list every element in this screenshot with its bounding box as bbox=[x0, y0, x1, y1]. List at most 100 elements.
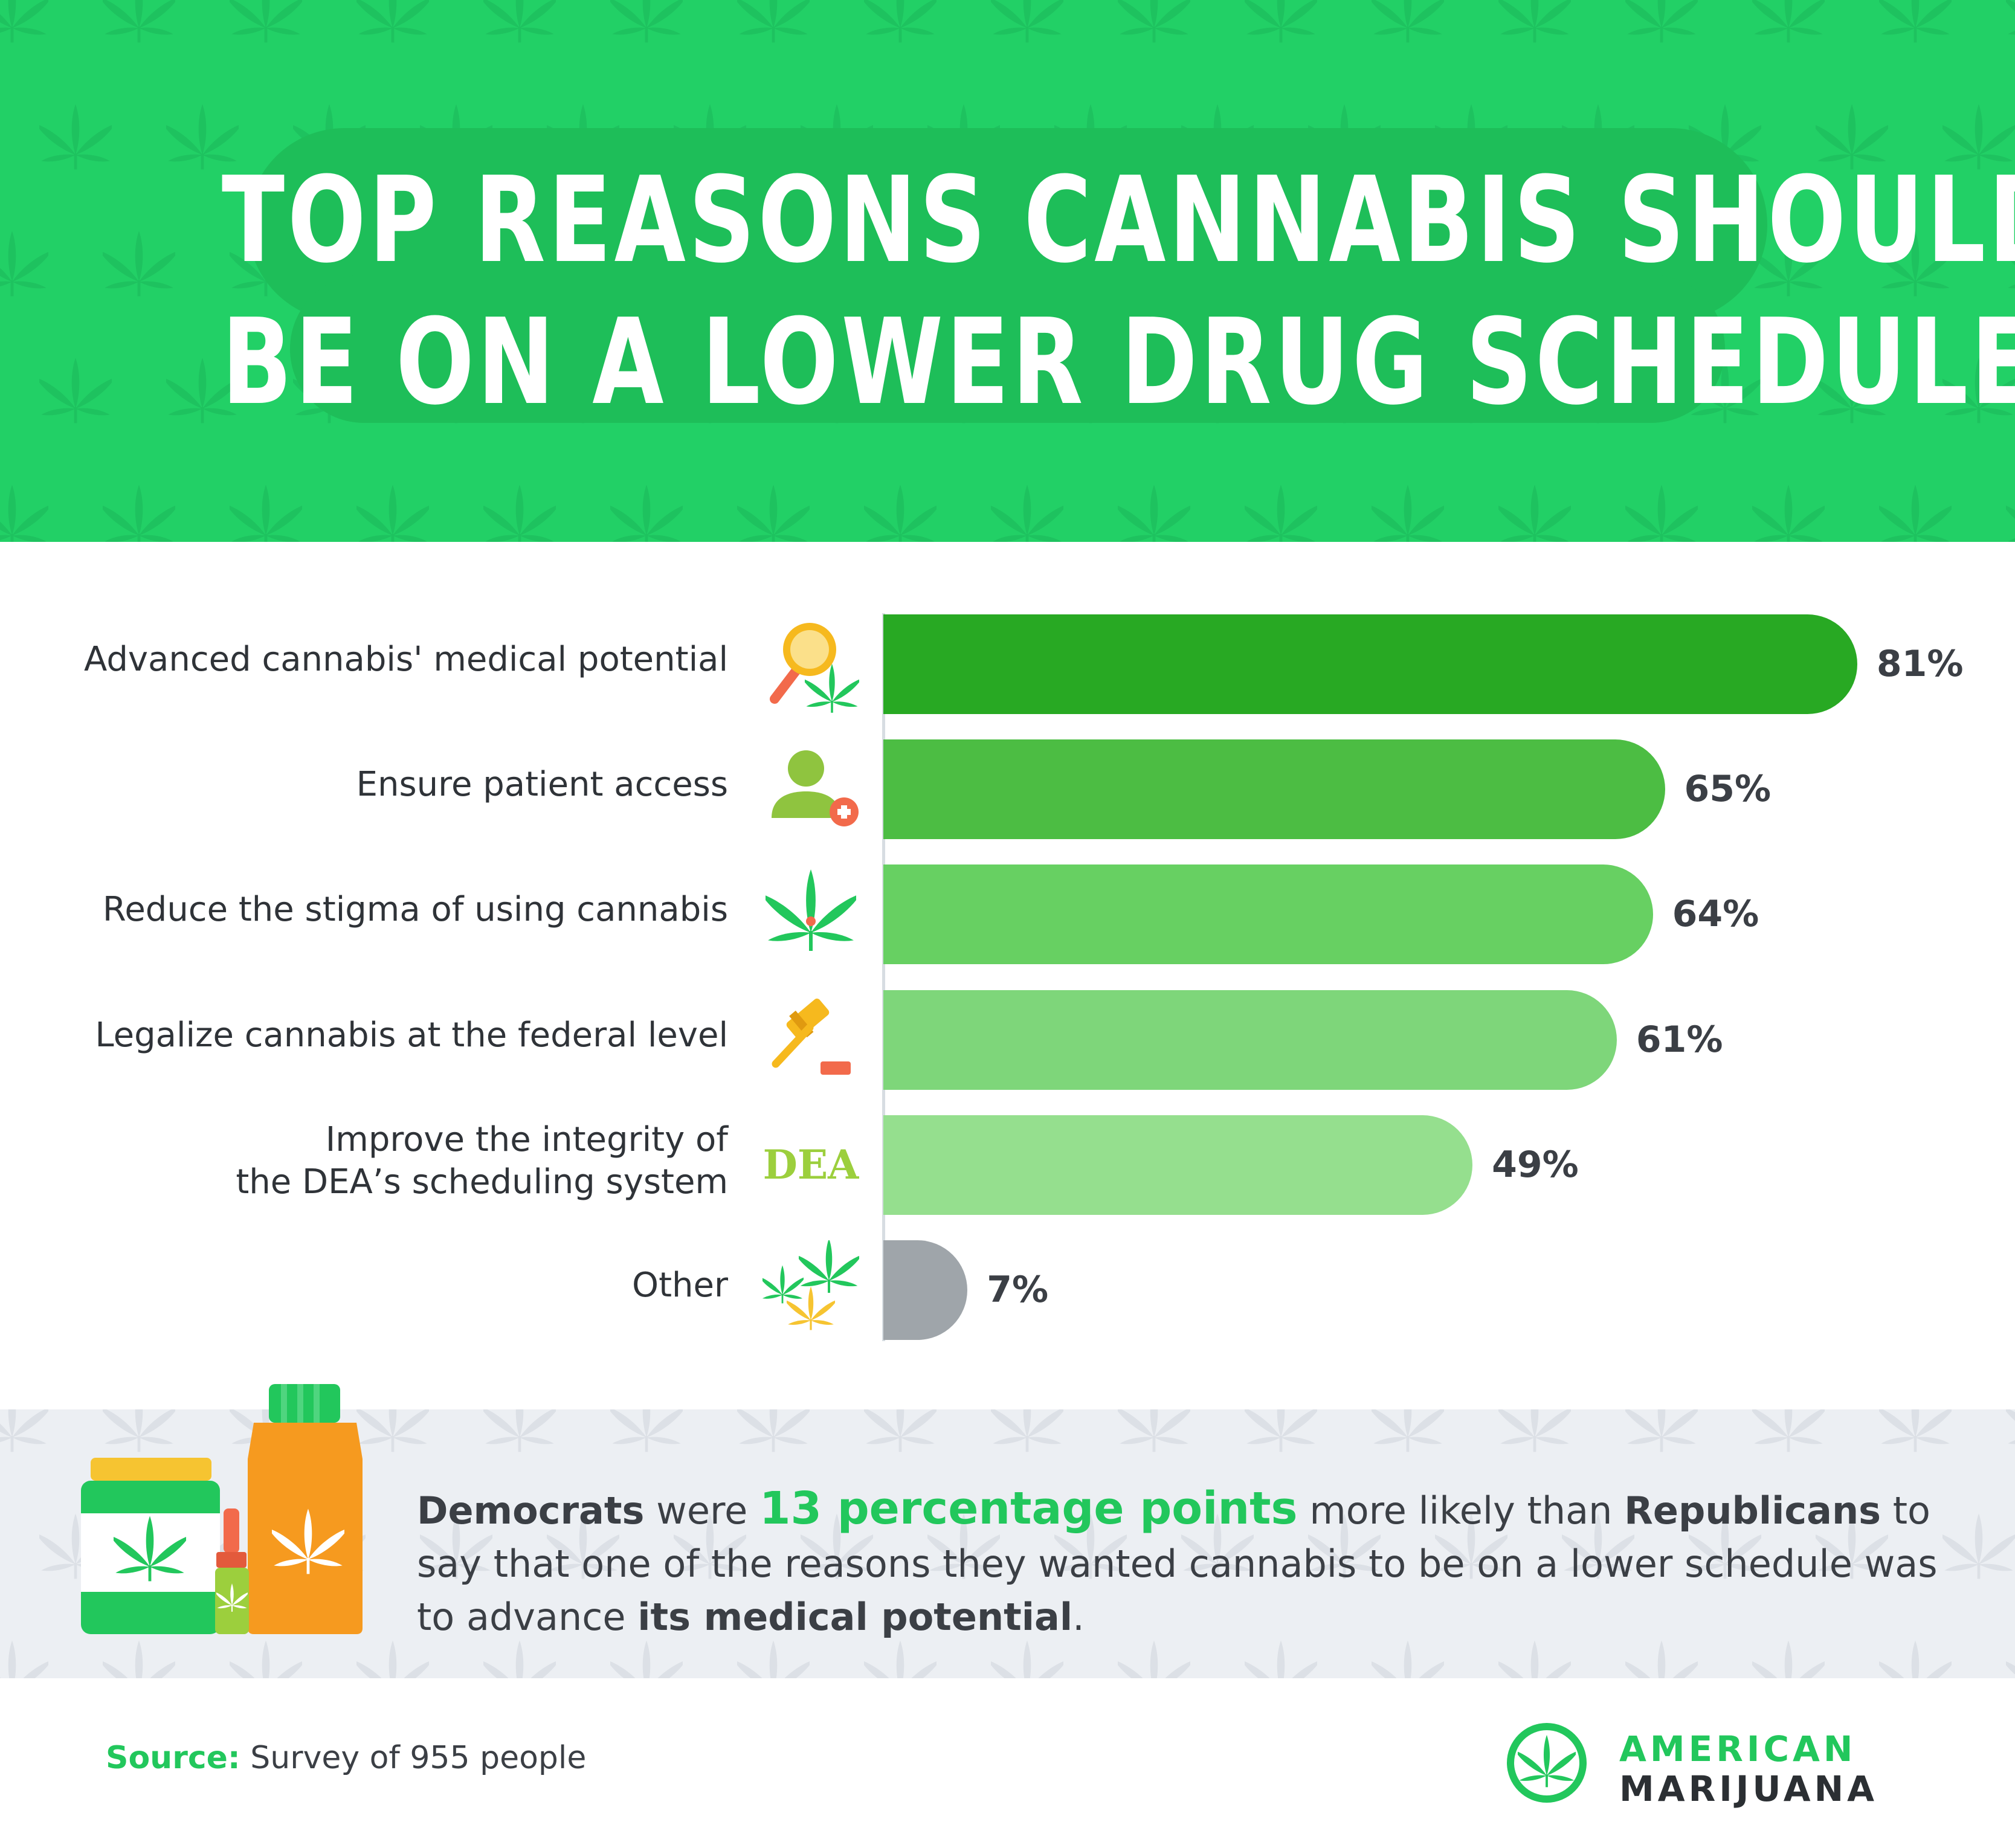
category-label-4: Improve the integrity of the DEA’s schedu… bbox=[236, 1120, 728, 1202]
pattern-leaf-icon bbox=[864, 0, 937, 43]
pattern-leaf-icon bbox=[1498, 485, 1571, 542]
value-label-4: 49% bbox=[1492, 1144, 1579, 1186]
pattern-leaf-icon bbox=[1752, 485, 1825, 542]
pattern-leaf-icon bbox=[1118, 485, 1190, 542]
gavel-icon bbox=[772, 998, 851, 1075]
pattern-leaf-icon bbox=[1879, 1409, 1952, 1452]
pattern-leaf-icon bbox=[991, 0, 1063, 43]
pattern-leaf-icon bbox=[1372, 0, 1444, 43]
pattern-leaf-icon bbox=[2006, 1640, 2015, 1678]
pattern-leaf-icon bbox=[1118, 1640, 1190, 1678]
pattern-leaf-icon bbox=[483, 485, 556, 542]
american-marijuana-logo bbox=[1507, 1723, 1587, 1803]
dea-text-icon: DEA bbox=[763, 1141, 859, 1188]
pattern-leaf-icon bbox=[1752, 0, 1825, 43]
pattern-leaf-icon bbox=[0, 485, 48, 542]
cannabis-leaf-icon bbox=[766, 869, 856, 951]
pattern-leaf-icon bbox=[0, 1409, 48, 1452]
pattern-leaf-icon bbox=[483, 0, 556, 43]
pattern-leaf-icon bbox=[1625, 0, 1698, 43]
pattern-leaf-icon bbox=[991, 1409, 1063, 1452]
pattern-leaf-icon bbox=[1879, 485, 1952, 542]
pattern-leaf-icon bbox=[1498, 1640, 1571, 1678]
value-label-1: 65% bbox=[1684, 768, 1772, 810]
category-label-3: Legalize cannabis at the federal level bbox=[95, 1016, 728, 1055]
pattern-leaf-icon bbox=[39, 104, 112, 170]
bar-5 bbox=[883, 1240, 968, 1340]
pattern-leaf-icon bbox=[1372, 1409, 1444, 1452]
pattern-leaf-icon bbox=[1118, 0, 1190, 43]
pattern-leaf-icon bbox=[0, 1640, 48, 1678]
title-pill bbox=[290, 275, 1725, 423]
pattern-leaf-icon bbox=[1245, 1640, 1317, 1678]
bar-0 bbox=[883, 614, 1857, 714]
pattern-leaf-icon bbox=[1245, 485, 1317, 542]
pattern-leaf-icon bbox=[610, 1409, 683, 1452]
category-label-0: Advanced cannabis' medical potential bbox=[84, 640, 728, 679]
pattern-leaf-icon bbox=[39, 358, 112, 423]
value-label-0: 81% bbox=[1876, 643, 1964, 685]
pattern-leaf-icon bbox=[737, 1640, 810, 1678]
value-label-3: 61% bbox=[1636, 1019, 1723, 1061]
pattern-leaf-icon bbox=[864, 1640, 937, 1678]
pattern-leaf-icon bbox=[483, 1640, 556, 1678]
pattern-leaf-icon bbox=[356, 0, 429, 43]
pattern-leaf-icon bbox=[1498, 0, 1571, 43]
pattern-leaf-icon bbox=[230, 485, 302, 542]
medicine-bottles-illustration bbox=[81, 1384, 363, 1634]
pattern-leaf-icon bbox=[1625, 1640, 1698, 1678]
pattern-leaf-icon bbox=[1625, 1409, 1698, 1452]
pattern-leaf-icon bbox=[737, 1409, 810, 1452]
pattern-leaf-icon bbox=[0, 0, 48, 43]
category-label-2: Reduce the stigma of using cannabis bbox=[102, 890, 728, 929]
source-note: Source: Survey of 955 people bbox=[106, 1740, 587, 1776]
pattern-leaf-icon bbox=[356, 485, 429, 542]
pattern-leaf-icon bbox=[1245, 1409, 1317, 1452]
bar-4 bbox=[883, 1115, 1473, 1215]
logo-text-american: AMERICAN bbox=[1619, 1728, 1857, 1769]
value-label-5: 7% bbox=[987, 1269, 1049, 1311]
pattern-leaf-icon bbox=[864, 485, 937, 542]
category-label-1: Ensure patient access bbox=[356, 765, 728, 804]
leaf-cluster-icon bbox=[762, 1240, 859, 1330]
logo-text-marijuana: MARIJUANA bbox=[1619, 1768, 1878, 1809]
pattern-leaf-icon bbox=[2006, 1409, 2015, 1452]
pattern-leaf-icon bbox=[103, 485, 175, 542]
category-label-5: Other bbox=[631, 1266, 728, 1305]
pattern-leaf-icon bbox=[1879, 0, 1952, 43]
pattern-leaf-icon bbox=[610, 1640, 683, 1678]
pattern-leaf-icon bbox=[1752, 1640, 1825, 1678]
value-label-2: 64% bbox=[1672, 893, 1759, 935]
chart-title-line-2: BE ON A LOWER DRUG SCHEDULE bbox=[221, 294, 2015, 431]
pattern-leaf-icon bbox=[230, 0, 302, 43]
pattern-leaf-icon bbox=[1498, 1409, 1571, 1452]
pattern-leaf-icon bbox=[1879, 1640, 1952, 1678]
bar-3 bbox=[883, 990, 1617, 1090]
pattern-leaf-icon bbox=[737, 0, 810, 43]
chart-title-line-1: TOP REASONS CANNABIS SHOULD bbox=[221, 152, 2015, 289]
header-banner: TOP REASONS CANNABIS SHOULD BE ON A LOWE… bbox=[0, 0, 2015, 542]
pattern-leaf-icon bbox=[737, 485, 810, 542]
pattern-leaf-icon bbox=[864, 1409, 937, 1452]
bar-1 bbox=[883, 739, 1665, 839]
pattern-leaf-icon bbox=[991, 485, 1063, 542]
pattern-leaf-icon bbox=[1752, 1409, 1825, 1452]
pattern-leaf-icon bbox=[103, 231, 175, 297]
pattern-leaf-icon bbox=[0, 231, 48, 297]
pattern-leaf-icon bbox=[103, 0, 175, 43]
pattern-leaf-icon bbox=[1372, 485, 1444, 542]
pattern-leaf-icon bbox=[1372, 1640, 1444, 1678]
pattern-leaf-icon bbox=[610, 0, 683, 43]
svg-text:DEA: DEA bbox=[763, 1141, 859, 1188]
axis-line bbox=[882, 613, 885, 1341]
bar-2 bbox=[883, 864, 1653, 964]
pattern-leaf-icon bbox=[2006, 485, 2015, 542]
pattern-leaf-icon bbox=[483, 1409, 556, 1452]
pattern-leaf-icon bbox=[991, 1640, 1063, 1678]
magnifier-leaf-icon bbox=[770, 623, 859, 713]
pattern-leaf-icon bbox=[2006, 0, 2015, 43]
pattern-leaf-icon bbox=[1245, 0, 1317, 43]
pattern-leaf-icon bbox=[610, 485, 683, 542]
insight-text: Democrats were 13 percentage points more… bbox=[417, 1483, 1938, 1639]
pattern-leaf-icon bbox=[1625, 485, 1698, 542]
